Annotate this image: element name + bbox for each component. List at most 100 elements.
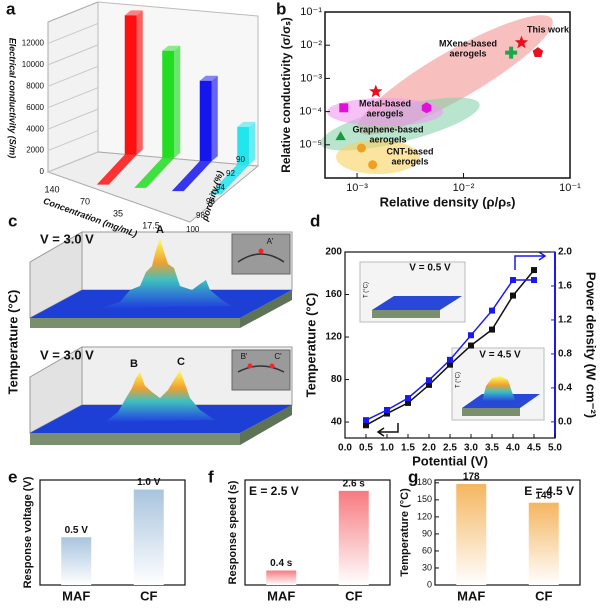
annotation: aerogels bbox=[391, 156, 428, 166]
sample-photo bbox=[240, 405, 292, 445]
inset-spot bbox=[247, 363, 253, 369]
grid-line bbox=[47, 151, 99, 173]
plot-frame bbox=[324, 11, 571, 179]
annotation: MXene-based bbox=[439, 38, 497, 48]
inset-label: B' bbox=[241, 352, 248, 361]
bar bbox=[237, 126, 250, 165]
plot-frame bbox=[244, 479, 391, 586]
plot-frame bbox=[39, 479, 186, 586]
x-tick-label: 0.0 bbox=[338, 443, 352, 454]
value-label: 2.6 s bbox=[343, 479, 366, 490]
y-tick-label: 180 bbox=[417, 477, 432, 487]
data-point bbox=[447, 361, 453, 368]
bar-top bbox=[199, 75, 218, 81]
data-point bbox=[514, 35, 529, 49]
value-label: 0.5 V bbox=[65, 525, 89, 536]
y2-tick-label: 0.8 bbox=[558, 349, 572, 360]
x-tick-label: 17.5 bbox=[142, 220, 160, 230]
x-tick-label: CF bbox=[140, 588, 157, 603]
sample-photo bbox=[462, 408, 520, 416]
data-point bbox=[421, 102, 432, 114]
y-tick-label: 10⁻¹ bbox=[300, 6, 322, 18]
inset-axis-label: T (°C) bbox=[456, 372, 462, 388]
data-point bbox=[363, 422, 369, 429]
y-tick-label: 10⁻⁵ bbox=[299, 139, 322, 151]
x-tick-label: 10⁻¹ bbox=[559, 182, 581, 194]
y-axis-label: Temperature (°C) bbox=[399, 488, 411, 577]
panel-label: c bbox=[8, 211, 17, 230]
panel-label: d bbox=[310, 211, 320, 230]
x-tick-label: MAF bbox=[457, 588, 485, 603]
x-tick-label: 2.0 bbox=[422, 443, 436, 454]
data-point bbox=[531, 277, 537, 284]
bar-foot bbox=[96, 154, 137, 185]
y-axis-label: Temperature (°C) bbox=[5, 290, 20, 395]
bar bbox=[199, 80, 212, 162]
grid-line bbox=[47, 108, 99, 130]
y-tick-label: 12000 bbox=[22, 39, 45, 48]
bar bbox=[61, 537, 92, 585]
sample-photo bbox=[30, 318, 240, 328]
x-tick-label: 3.5 bbox=[485, 443, 499, 454]
y-tick-label: 4000 bbox=[26, 124, 44, 133]
peak-label: A bbox=[156, 224, 164, 236]
y-tick-label: 60 bbox=[422, 545, 432, 555]
y-axis-label: Relative conductivity (σ/σₛ) bbox=[279, 17, 293, 173]
annotation: Metal-based bbox=[359, 98, 411, 108]
bar-foot bbox=[209, 164, 250, 195]
heat-peak bbox=[482, 376, 516, 402]
y2-tick-label: 0.4 bbox=[558, 383, 572, 394]
value-label: 178 bbox=[463, 472, 480, 483]
x-tick-label: CF bbox=[345, 588, 362, 603]
x-tick-label: 140 bbox=[44, 184, 59, 194]
annotation: aerogels bbox=[449, 48, 486, 58]
data-point bbox=[510, 292, 516, 299]
y2-axis-label: Power density (W cm⁻²) bbox=[584, 272, 599, 418]
x-tick-label: 0.5 bbox=[359, 443, 373, 454]
z-tick-label: 92 bbox=[226, 169, 235, 178]
annotation: E = 2.5 V bbox=[249, 484, 299, 498]
bar-top bbox=[162, 45, 181, 51]
data-point bbox=[468, 342, 474, 349]
y-tick-label: 120 bbox=[417, 511, 432, 521]
y-tick-label: 2000 bbox=[26, 146, 44, 155]
y-tick-label: 30 bbox=[422, 562, 432, 572]
inset-label: A' bbox=[267, 237, 274, 246]
bar-top bbox=[237, 121, 256, 127]
data-point bbox=[339, 103, 349, 113]
y-tick-label: 0 bbox=[427, 579, 432, 589]
grid-line bbox=[47, 22, 99, 44]
inset-spot bbox=[269, 363, 275, 369]
grid-line bbox=[47, 130, 99, 152]
data-point bbox=[356, 143, 366, 153]
y-tick-label: 90 bbox=[422, 528, 432, 538]
annotation: CNT-based bbox=[386, 146, 433, 156]
data-point bbox=[505, 46, 518, 59]
x-tick-label: 2.5 bbox=[443, 443, 457, 454]
x-tick-label: 4.5 bbox=[527, 443, 541, 454]
bar-side bbox=[249, 121, 256, 165]
y-tick-label: 160 bbox=[325, 289, 342, 300]
x-tick-label: MAF bbox=[267, 588, 295, 603]
x-tick-label: 35 bbox=[113, 208, 123, 218]
heat-peak bbox=[100, 238, 232, 308]
x-tick-label: 70 bbox=[80, 196, 90, 206]
x-tick-label: 5.0 bbox=[548, 443, 562, 454]
y2-tick-label: 2.0 bbox=[558, 247, 572, 258]
z-tick-label: 98 bbox=[196, 211, 205, 220]
data-point bbox=[405, 395, 411, 402]
x-tick-label: 4.0 bbox=[506, 443, 520, 454]
annotation: This work bbox=[527, 24, 570, 34]
bar bbox=[124, 15, 137, 155]
x-tick-label: CF bbox=[535, 588, 552, 603]
value-label: 145 bbox=[535, 490, 552, 501]
axis-arrow bbox=[514, 251, 547, 270]
plot-label: V = 3.0 V bbox=[40, 231, 94, 246]
panel-label: b bbox=[276, 0, 286, 18]
sample-photo bbox=[372, 310, 440, 318]
y-tick-label: 80 bbox=[331, 374, 343, 385]
x-tick-label: MAF bbox=[62, 588, 90, 603]
data-point bbox=[468, 332, 474, 339]
thermal-plot bbox=[29, 346, 293, 445]
inset-label: V = 0.5 V bbox=[409, 263, 451, 274]
